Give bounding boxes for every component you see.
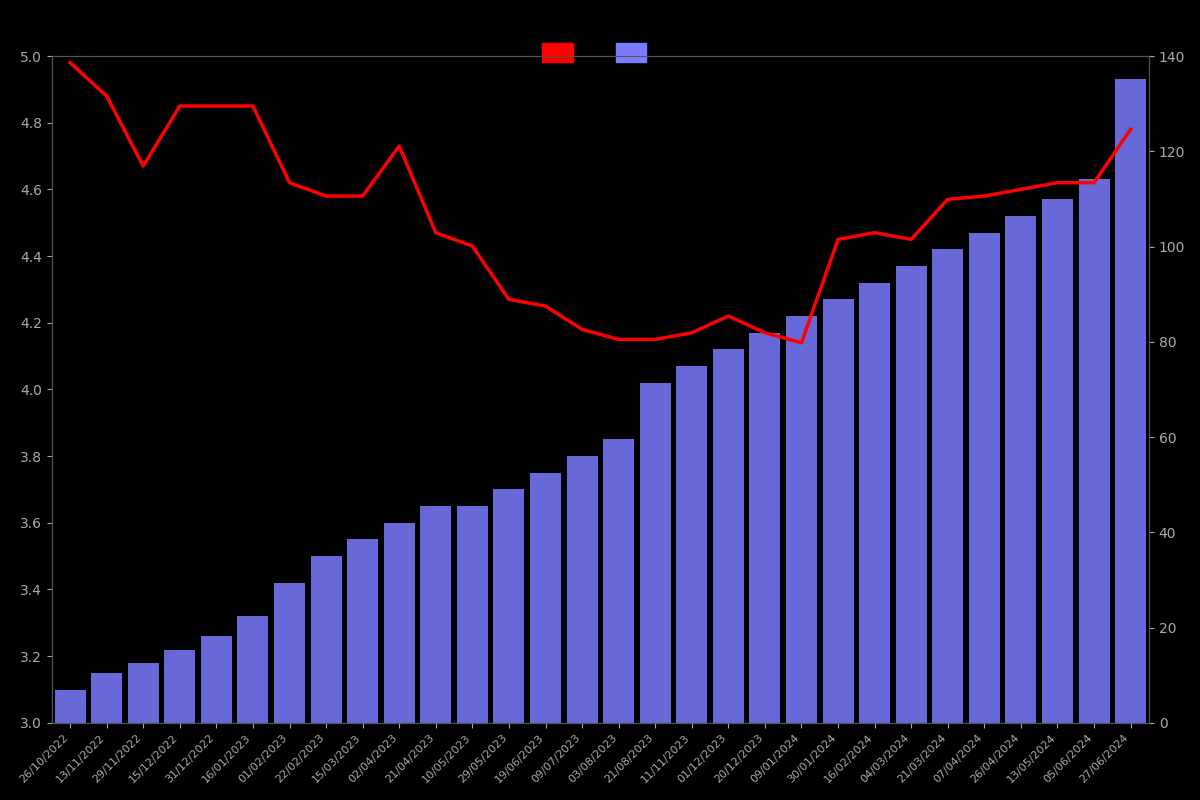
Bar — [493, 490, 524, 800]
Bar — [859, 282, 890, 800]
Bar — [968, 233, 1000, 800]
Bar — [200, 636, 232, 800]
Bar — [1079, 179, 1110, 800]
Bar — [164, 650, 196, 800]
Bar — [127, 663, 158, 800]
Bar — [54, 690, 85, 800]
Bar — [640, 382, 671, 800]
Legend: , : , — [536, 37, 665, 68]
Bar — [1115, 79, 1146, 800]
Bar — [566, 456, 598, 800]
Bar — [347, 539, 378, 800]
Bar — [713, 350, 744, 800]
Bar — [895, 266, 926, 800]
Bar — [238, 616, 269, 800]
Bar — [604, 439, 634, 800]
Bar — [274, 583, 305, 800]
Bar — [822, 299, 853, 800]
Bar — [311, 556, 342, 800]
Bar — [91, 673, 122, 800]
Bar — [457, 506, 488, 800]
Bar — [384, 523, 415, 800]
Bar — [530, 473, 562, 800]
Bar — [749, 333, 780, 800]
Bar — [677, 366, 707, 800]
Bar — [420, 506, 451, 800]
Bar — [786, 316, 817, 800]
Bar — [1042, 199, 1073, 800]
Bar — [1006, 216, 1037, 800]
Bar — [932, 250, 964, 800]
